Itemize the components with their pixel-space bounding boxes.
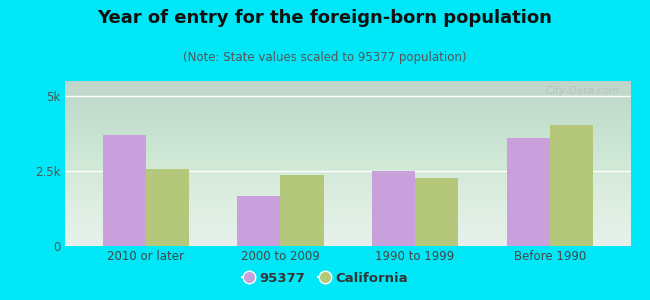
Text: Year of entry for the foreign-born population: Year of entry for the foreign-born popul… (98, 9, 552, 27)
Bar (415, 178, 458, 246)
Bar (237, 196, 280, 246)
Text: City-Data.com: City-Data.com (545, 86, 619, 96)
Bar (280, 175, 324, 246)
Bar (146, 169, 189, 246)
Text: (Note: State values scaled to 95377 population): (Note: State values scaled to 95377 popu… (183, 51, 467, 64)
Bar (550, 124, 593, 246)
Bar (372, 171, 415, 246)
Bar (506, 138, 550, 246)
Legend: 95377, California: 95377, California (237, 266, 413, 290)
Bar (103, 135, 146, 246)
